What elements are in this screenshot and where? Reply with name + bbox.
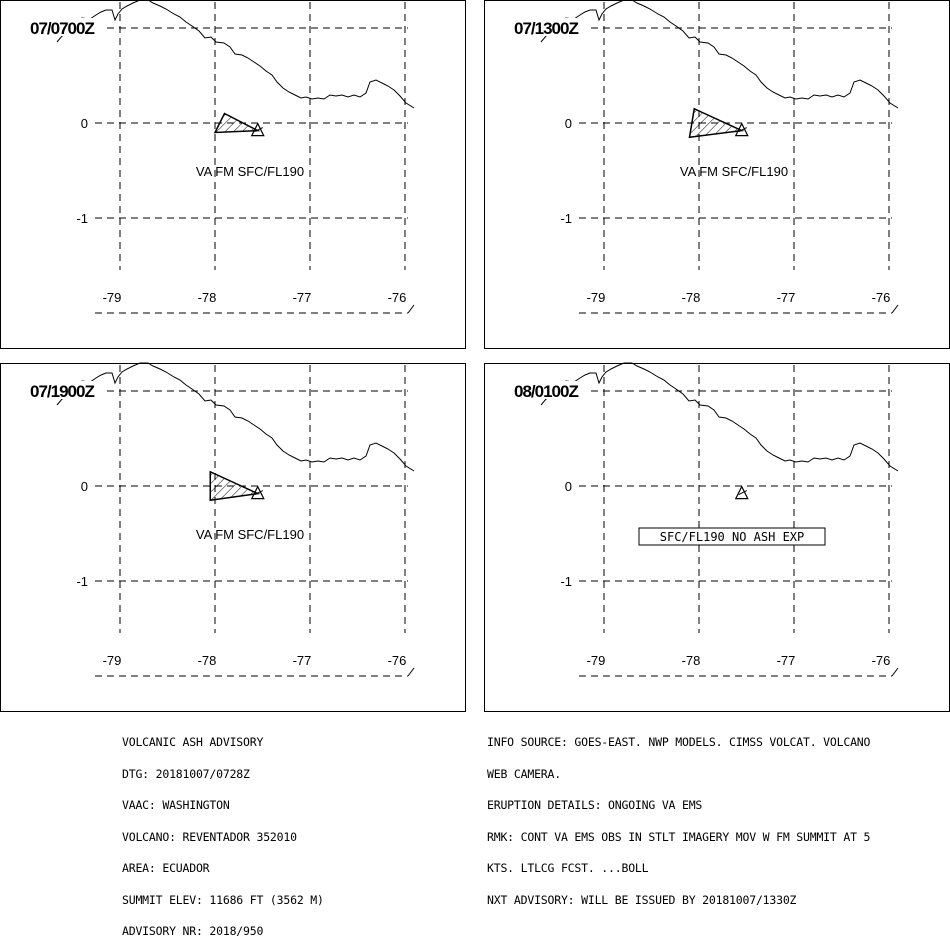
lat-tick-label: 0: [81, 479, 88, 494]
coastline: [56, 362, 415, 472]
lat-tick-label: 0: [565, 479, 572, 494]
lat-tick-label: -1: [560, 574, 572, 589]
forecast-time-label: 08/0100Z: [514, 382, 578, 401]
advisory-line: VOLCANO: REVENTADOR 352010: [122, 829, 297, 844]
advisory-line: AREA: ECUADOR: [122, 861, 210, 875]
panel-frame: [0, 0, 466, 349]
lon-tick-label: -76: [388, 290, 407, 305]
advisory-header: VOLCANIC ASH ADVISORY DTG: 20181007/0728…: [122, 716, 324, 947]
time-label-bg: [30, 18, 104, 36]
lat-tick-label: 0: [81, 116, 88, 131]
advisory-line: KTS. LTLCG FCST. ...BOLL: [487, 861, 649, 875]
ash-cloud-polygon: [209, 470, 261, 502]
lon-tick-label: -77: [293, 290, 312, 305]
time-label-bg: [514, 381, 588, 399]
panel-frame: [484, 0, 950, 349]
lon-tick-label: -79: [103, 653, 122, 668]
forecast-label: SFC/FL190 NO ASH EXP: [660, 530, 805, 544]
forecast-time-label: 07/0700Z: [30, 19, 94, 38]
lat-tick-label: -1: [76, 211, 88, 226]
volcano-triangle-icon: [254, 490, 263, 496]
advisory-line: WEB CAMERA.: [487, 766, 561, 781]
lon-tick-label: -76: [872, 290, 891, 305]
volcano-triangle-icon: [738, 127, 747, 133]
advisory-line: ERUPTION DETAILS: ONGOING VA EMS: [487, 798, 703, 812]
coastline: [56, 0, 415, 109]
coastline: [540, 0, 899, 109]
advisory-line: ADVISORY NR: 2018/950: [122, 924, 264, 938]
lat-tick-label: -1: [560, 211, 572, 226]
advisory-line: INFO SOURCE: GOES-EAST. NWP MODELS. CIMS…: [487, 735, 871, 749]
volcano-triangle-icon: [250, 122, 265, 137]
forecast-time-label: 07/1900Z: [30, 382, 94, 401]
lat-tick-label: -1: [76, 574, 88, 589]
panel-frame: [0, 363, 466, 712]
lon-tick-label: -77: [777, 290, 796, 305]
forecast-panel: 0 -1 -79 -78 -77 -76 07/1900Z VA FM SFC/FL190: [0, 362, 466, 712]
volcano-triangle-icon: [738, 490, 747, 496]
map-edge-line: [407, 304, 415, 314]
forecast-panel: 0 -1 -79 -78 -77 -76 07/0700Z VA FM SFC/FL190: [0, 0, 466, 349]
forecast-time-label: 07/1300Z: [514, 19, 578, 38]
advisory-line: VAAC: WASHINGTON: [122, 798, 230, 812]
map-edge-line: [407, 667, 415, 677]
lat-tick-label: 0: [565, 116, 572, 131]
lon-tick-label: -78: [198, 653, 217, 668]
advisory-line: VOLCANIC ASH ADVISORY: [122, 735, 264, 749]
time-label-bg: [30, 381, 104, 399]
lon-tick-label: -76: [388, 653, 407, 668]
forecast-label: VA FM SFC/FL190: [196, 527, 304, 542]
lon-tick-label: -79: [587, 653, 606, 668]
forecast-panel: 0 -1 -79 -78 -77 -76 07/1300Z VA FM SFC/FL190: [484, 0, 950, 349]
volcano-triangle-icon: [734, 485, 749, 500]
advisory-line: DTG: 20181007/0728Z: [122, 766, 250, 781]
lon-tick-label: -78: [682, 290, 701, 305]
forecast-panel: 0 -1 -79 -78 -77 -76 08/0100Z SFC/FL190 NO ASH …: [484, 362, 950, 712]
lon-tick-label: -77: [293, 653, 312, 668]
advisory-line: NXT ADVISORY: WILL BE ISSUED BY 20181007…: [487, 892, 797, 907]
volcano-triangle-icon: [250, 485, 265, 500]
lon-tick-label: -79: [103, 290, 122, 305]
forecast-label: VA FM SFC/FL190: [196, 164, 304, 179]
ash-cloud-polygon: [688, 107, 745, 139]
lon-tick-label: -78: [682, 653, 701, 668]
lon-tick-label: -76: [872, 653, 891, 668]
map-edge-line: [891, 667, 899, 677]
advisory-line: SUMMIT ELEV: 11686 FT (3562 M): [122, 892, 324, 907]
volcano-triangle-icon: [734, 122, 749, 137]
lon-tick-label: -78: [198, 290, 217, 305]
lon-tick-label: -79: [587, 290, 606, 305]
ash-cloud-polygon: [213, 112, 261, 134]
lon-tick-label: -77: [777, 653, 796, 668]
advisory-line: RMK: CONT VA EMS OBS IN STLT IMAGERY MOV…: [487, 829, 871, 844]
advisory-details: INFO SOURCE: GOES-EAST. NWP MODELS. CIMS…: [487, 716, 870, 916]
forecast-panels: 0 -1 -79 -78 -77 -76 07/0700Z VA FM SFC/FL190 0 -…: [0, 0, 950, 712]
time-label-bg: [514, 18, 588, 36]
volcano-triangle-icon: [254, 127, 263, 133]
coastline: [540, 362, 899, 472]
map-edge-line: [891, 304, 899, 314]
forecast-label-box: [638, 527, 826, 546]
forecast-label: VA FM SFC/FL190: [680, 164, 788, 179]
